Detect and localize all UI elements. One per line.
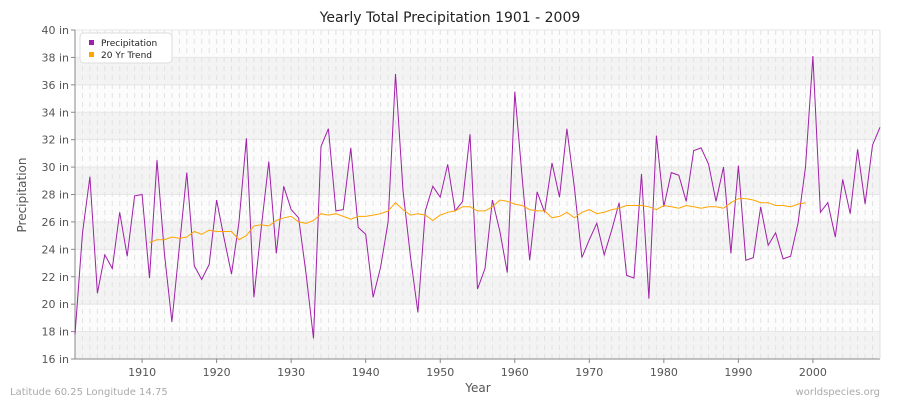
grid-band xyxy=(75,167,880,195)
grid-band xyxy=(75,221,880,250)
y-axis-label: Precipitation xyxy=(15,157,29,232)
x-tick-label: 1990 xyxy=(724,366,752,379)
y-tick-label: 24 in xyxy=(41,243,69,256)
y-tick-label: 26 in xyxy=(41,216,69,229)
x-tick-label: 1940 xyxy=(352,366,380,379)
x-axis-label: Year xyxy=(464,381,490,395)
legend-label-precipitation: Precipitation xyxy=(101,39,157,49)
y-tick-label: 32 in xyxy=(41,134,69,147)
x-tick-label: 1980 xyxy=(650,366,678,379)
y-tick-label: 16 in xyxy=(41,353,69,366)
y-tick-label: 36 in xyxy=(41,79,69,92)
y-tick-label: 28 in xyxy=(41,189,69,202)
x-tick-label: 2000 xyxy=(799,366,827,379)
x-tick-label: 1930 xyxy=(277,366,305,379)
y-tick-label: 40 in xyxy=(41,24,69,37)
x-tick-label: 1950 xyxy=(426,366,454,379)
legend-swatch-precipitation xyxy=(89,40,94,45)
x-tick-label: 1970 xyxy=(575,366,603,379)
x-tick-label: 1910 xyxy=(128,366,156,379)
footer-source: worldspecies.org xyxy=(796,387,880,398)
chart-title: Yearly Total Precipitation 1901 - 2009 xyxy=(319,10,581,26)
legend-label-trend: 20 Yr Trend xyxy=(101,51,152,61)
trend-line xyxy=(149,198,806,243)
grid-band xyxy=(75,112,880,140)
legend-swatch-trend xyxy=(89,52,94,57)
y-tick-label: 30 in xyxy=(41,161,69,174)
y-tick-label: 38 in xyxy=(41,51,69,64)
x-tick-label: 1920 xyxy=(203,366,231,379)
precipitation-line xyxy=(74,55,881,339)
y-tick-label: 18 in xyxy=(41,326,69,339)
legend: Precipitation 20 Yr Trend xyxy=(79,32,173,64)
footer-location: Latitude 60.25 Longitude 14.75 xyxy=(10,387,168,398)
y-tick-label: 20 in xyxy=(41,298,69,311)
x-tick-label: 1960 xyxy=(501,366,529,379)
y-tick-label: 34 in xyxy=(41,106,69,119)
y-tick-label: 22 in xyxy=(41,271,69,284)
